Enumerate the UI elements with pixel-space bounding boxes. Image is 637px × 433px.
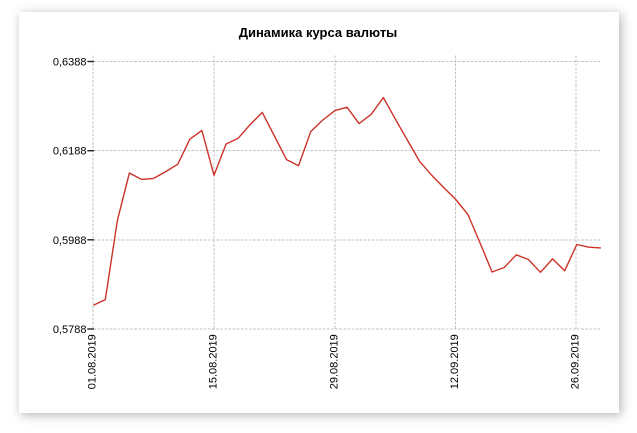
svg-text:29.08.2019: 29.08.2019 [329,334,341,389]
svg-text:0,5988: 0,5988 [53,235,87,247]
svg-text:12.09.2019: 12.09.2019 [449,334,461,389]
svg-text:0,6188: 0,6188 [53,146,87,158]
svg-text:0,5788: 0,5788 [53,324,87,336]
svg-text:0,6388: 0,6388 [53,57,87,69]
svg-text:01.08.2019: 01.08.2019 [87,334,99,389]
svg-text:15.08.2019: 15.08.2019 [208,334,220,389]
svg-text:Динамика курса валюты: Динамика курса валюты [239,25,398,40]
svg-text:26.09.2019: 26.09.2019 [570,334,582,389]
